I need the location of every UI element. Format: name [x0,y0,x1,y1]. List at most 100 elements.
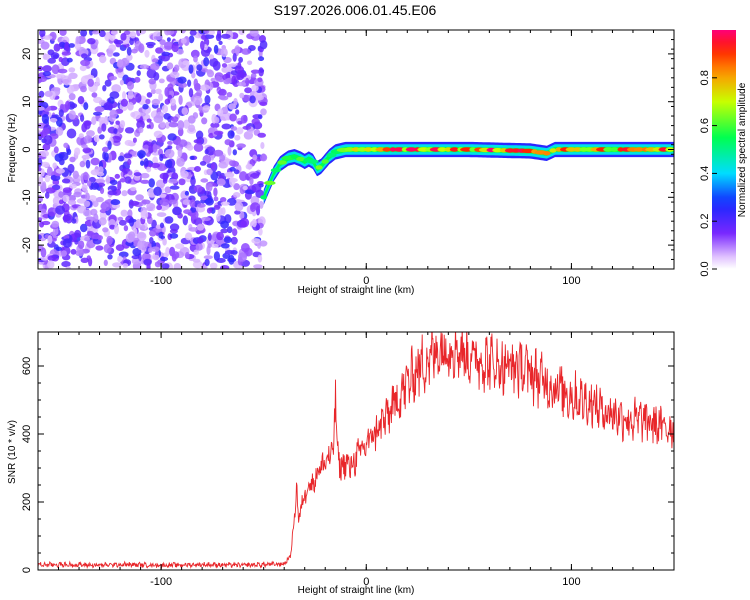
noise-blob [91,234,102,240]
noise-blob [119,178,126,183]
noise-blob [80,223,88,233]
noise-blob [251,183,262,193]
noise-blob [86,130,95,137]
noise-blob [196,203,206,208]
noise-blob [216,231,225,241]
noise-blob [200,178,209,183]
noise-blob [260,108,267,116]
noise-blob [153,35,163,41]
noise-blob [155,47,163,54]
top-y-tick-label: 10 [21,96,33,108]
noise-blob [155,88,162,95]
bottom-y-axis-label: SNR (10 * v/v) [7,420,18,484]
noise-blob [253,264,263,269]
noise-blob [134,76,141,83]
noise-blob [166,62,174,70]
noise-blob [215,75,221,82]
noise-blob [127,231,136,241]
ridge-peak-blob [610,147,619,152]
noise-blob [67,163,75,174]
noise-blob [93,134,100,143]
noise-blob [236,71,245,81]
noise-blob [208,54,215,60]
ridge-peak-blob [260,195,268,200]
noise-blob [177,127,184,137]
noise-blob [207,182,213,192]
noise-blob [238,252,247,262]
noise-blob [51,64,60,75]
ridge-peak-blob [264,180,276,186]
noise-blob [129,200,140,206]
noise-blob [214,117,220,124]
noise-blob [150,62,160,71]
noise-blob [165,246,170,257]
noise-blob [129,217,135,227]
noise-blob [233,169,240,175]
noise-blob [51,220,60,228]
noise-blob [239,92,245,99]
noise-blob [62,238,72,248]
noise-blob [56,73,62,79]
noise-blob [231,75,237,86]
noise-blob [131,255,140,260]
ridge-peak-blob [296,156,305,162]
noise-blob [85,159,91,169]
noise-blob [154,261,161,268]
noise-blob [118,219,127,226]
noise-blob [92,200,99,208]
noise-blob [173,263,182,269]
noise-blob [84,236,91,242]
noise-blob [149,237,154,244]
noise-blob [206,168,213,176]
noise-blob [193,78,199,88]
noise-blob [38,157,43,168]
noise-blob [38,166,42,172]
noise-blob [235,109,240,115]
noise-blob [58,191,64,198]
noise-blob [127,158,132,166]
noise-blob [61,178,71,184]
noise-blob [234,134,241,141]
noise-blob [257,77,263,83]
bottom-x-axis-label: Height of straight line (km) [298,585,415,596]
noise-blob [180,170,189,179]
noise-blob [202,105,211,111]
noise-blob [124,127,135,134]
noise-blob [161,104,169,114]
noise-blob [136,120,145,130]
noise-blob [237,62,242,69]
noise-blob [149,229,157,237]
noise-blob [234,201,244,212]
noise-blob [188,124,196,132]
noise-blob [68,67,76,73]
noise-blob [251,218,257,228]
noise-blob [209,57,219,67]
noise-blob [47,57,56,64]
noise-blob [187,79,192,87]
noise-blob [169,233,179,239]
noise-blob [39,30,46,38]
noise-blob [58,199,64,205]
noise-blob [68,43,75,48]
noise-blob [158,93,164,102]
noise-blob [150,246,160,252]
ridge-peak-blob [444,147,453,152]
noise-blob [166,37,171,42]
bottom-x-tick-label: -100 [150,576,172,588]
noise-blob [236,143,247,149]
noise-blob [260,153,268,162]
noise-blob [210,122,220,129]
noise-blob [106,235,113,246]
noise-blob [221,33,231,39]
noise-blob [228,103,237,110]
noise-blob [75,36,80,45]
noise-blob [129,31,137,39]
noise-blob [220,197,227,203]
noise-blob [132,137,137,143]
noise-blob [62,75,72,86]
noise-blob [77,240,85,249]
noise-blob [188,35,195,44]
noise-blob [82,147,92,154]
noise-blob [153,31,162,37]
